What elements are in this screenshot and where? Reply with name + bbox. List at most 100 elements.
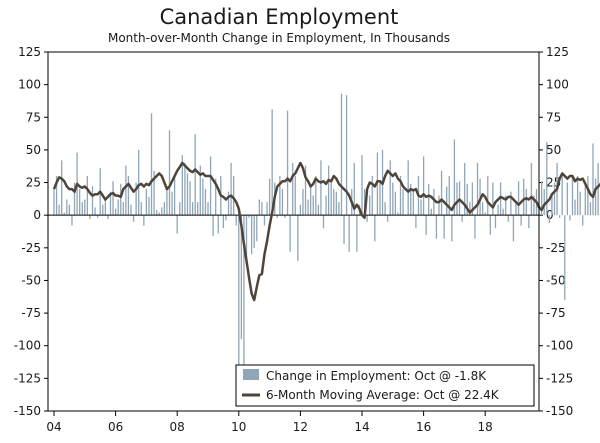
employment-bar [256,215,258,242]
employment-bar [574,199,576,216]
employment-bar [433,189,435,216]
employment-bar [348,215,350,252]
y-tick-label-right: 125 [546,45,569,59]
moving-average-line [52,161,600,302]
y-tick-label-left: 0 [33,208,41,222]
employment-bar [258,199,260,216]
employment-bar [481,202,484,216]
employment-bar [245,215,248,261]
employment-bar [279,176,281,216]
employment-bar [94,207,96,216]
employment-bar [112,181,114,216]
y-tick-label-left: -150 [14,404,41,418]
employment-bar [464,162,466,216]
employment-bar [589,202,592,216]
employment-bar [394,191,397,216]
employment-bar [363,189,366,216]
employment-bar [310,183,312,216]
employment-bar [150,113,153,216]
employment-bar [525,189,527,216]
employment-bar [456,182,458,216]
employment-bar [520,215,522,226]
employment-bar [546,142,548,216]
employment-bar [132,215,135,222]
y-tick-label-left: -75 [21,306,41,320]
y-tick-label-left: -125 [14,371,41,385]
employment-bar [343,215,345,244]
employment-bar [528,215,530,229]
employment-bar [163,202,166,216]
employment-bar [541,181,543,216]
employment-bar [584,182,586,216]
employment-bar [294,176,296,216]
employment-bar [243,215,245,379]
employment-bar [292,162,294,216]
employment-bar [476,162,479,216]
employment-bar [199,165,201,216]
employment-bar [315,176,317,216]
employment-bar [587,176,589,216]
employment-bar [443,215,445,239]
x-tick-label: 14 [354,420,369,434]
employment-bar [446,186,448,216]
employment-bar [235,215,237,226]
employment-bar [330,178,332,216]
employment-bar [250,215,253,255]
employment-bar [173,176,176,216]
employment-bar [458,181,461,216]
employment-bar [233,176,235,216]
employment-bar [597,162,599,216]
employment-bar [384,202,386,216]
y-tick-label-left: 125 [18,45,41,59]
employment-bar [225,215,227,221]
employment-bar [517,181,520,216]
employment-bar [58,204,60,216]
employment-bar [402,189,404,216]
employment-bar [484,212,486,216]
employment-bar [184,162,186,216]
employment-bar [138,149,140,216]
employment-bar [505,195,507,216]
y-tick-label-right: 50 [546,143,561,157]
employment-bar [407,160,409,216]
employment-bar [86,176,89,216]
employment-bar [551,195,553,216]
employment-bar [422,156,425,216]
x-tick-label: 16 [416,420,431,434]
employment-bar [497,204,499,216]
employment-bar [66,199,68,216]
employment-bar [102,204,104,216]
employment-bar [327,165,330,216]
employment-bar [389,160,391,216]
y-tick-label-left: 100 [18,78,41,92]
employment-bar [582,215,584,226]
legend-bar-label: Change in Employment: Oct @ -1.8K [266,369,487,383]
employment-bar [104,199,106,216]
legend-line-label: 6-Month Moving Average: Oct @ 22.4K [266,388,500,402]
employment-bar [438,195,440,216]
employment-bar [122,202,124,216]
legend-bar-swatch [243,369,259,380]
employment-bar [428,183,430,216]
employment-bar [209,156,212,216]
employment-bar [207,202,209,216]
employment-bar [304,165,307,216]
employment-bar [266,202,268,216]
y-tick-label-left: 75 [26,110,41,124]
employment-bar [135,182,137,216]
employment-bar [168,130,171,216]
employment-bar [499,182,502,216]
employment-bar [345,95,348,216]
employment-bar [379,182,381,216]
employment-bar [158,212,160,216]
employment-bar [502,208,504,216]
y-tick-label-right: -125 [546,371,573,385]
employment-bar [79,189,81,216]
employment-bar [576,176,579,216]
x-tick-label: 04 [46,420,61,434]
employment-bar [130,204,132,216]
employment-bar [91,186,94,216]
employment-bar [71,215,73,226]
